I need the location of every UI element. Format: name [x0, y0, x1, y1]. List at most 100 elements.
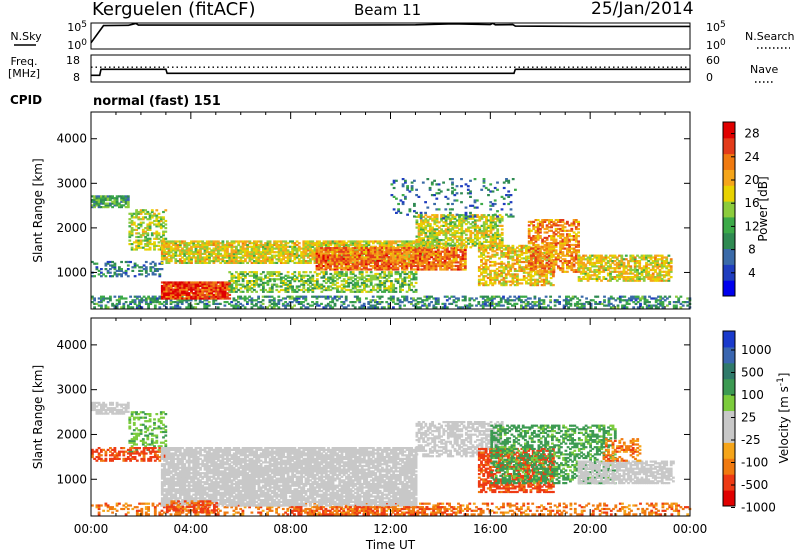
range-cell	[387, 302, 391, 305]
range-cell	[165, 302, 168, 305]
range-cell	[299, 295, 303, 298]
range-cell	[244, 243, 247, 247]
range-cell	[187, 302, 191, 305]
range-cell	[140, 273, 144, 276]
range-cell	[217, 256, 220, 259]
range-cell	[277, 252, 281, 255]
range-cell	[596, 295, 600, 298]
range-cell	[500, 228, 504, 231]
range-cell	[281, 297, 285, 300]
range-cell	[257, 249, 261, 252]
range-cell	[174, 260, 178, 263]
range-cell	[109, 275, 112, 278]
range-cell	[113, 197, 117, 200]
range-cell	[205, 240, 209, 243]
range-cell	[235, 245, 238, 248]
range-cell	[562, 304, 566, 307]
range-cell	[639, 302, 642, 305]
range-cell	[333, 249, 337, 252]
range-cell	[291, 247, 294, 250]
range-cell	[208, 240, 211, 243]
range-cell	[196, 242, 200, 245]
range-cell	[199, 252, 202, 255]
range-cell	[452, 295, 456, 298]
range-cell	[192, 284, 196, 288]
range-cell	[113, 306, 117, 309]
range-cell	[140, 266, 144, 269]
range-cell	[148, 237, 152, 240]
range-cell	[281, 304, 285, 307]
range-cell	[347, 240, 351, 243]
range-cell	[277, 254, 281, 257]
range-cell	[329, 260, 333, 263]
range-cell	[185, 281, 189, 284]
range-cell	[106, 204, 110, 207]
range-cell	[155, 223, 159, 226]
range-cell	[344, 299, 348, 302]
range-cell	[208, 292, 211, 295]
range-cell	[181, 297, 184, 300]
range-cell	[416, 301, 420, 304]
range-cell	[333, 295, 337, 298]
range-cell	[174, 304, 177, 307]
range-cell	[212, 286, 216, 289]
range-cell	[475, 304, 478, 307]
range-cell	[290, 295, 294, 298]
range-cell	[187, 251, 191, 254]
range-cell	[293, 247, 297, 250]
range-cell	[120, 206, 123, 209]
range-cell	[151, 297, 155, 300]
range-cell	[153, 268, 157, 271]
range-cell	[113, 266, 117, 269]
range-cell	[172, 281, 175, 284]
range-cell	[315, 243, 319, 247]
range-cell	[414, 271, 418, 274]
range-cell	[666, 304, 669, 307]
range-cell	[311, 240, 315, 243]
range-cell	[401, 288, 404, 292]
range-cell	[148, 239, 152, 242]
range-cell	[223, 304, 227, 307]
range-cell	[172, 247, 175, 250]
range-cell	[445, 306, 449, 309]
range-cell	[102, 195, 105, 198]
range-cell	[237, 242, 241, 245]
range-cell	[93, 197, 96, 200]
range-cell	[185, 256, 189, 259]
range-cell	[226, 292, 229, 295]
range-cell	[194, 299, 198, 302]
range-cell	[226, 286, 229, 289]
range-cell	[558, 301, 561, 304]
range-cell	[113, 198, 117, 202]
range-cell	[342, 240, 346, 243]
range-cell	[228, 297, 232, 300]
range-cell	[141, 216, 145, 219]
range-cell	[533, 297, 537, 300]
range-cell	[270, 249, 274, 252]
range-cell	[128, 239, 132, 242]
range-cell	[262, 258, 265, 261]
range-cell	[282, 243, 285, 247]
range-cell	[185, 252, 189, 255]
range-cell	[520, 295, 523, 298]
range-cell	[146, 212, 150, 215]
range-cell	[192, 254, 196, 257]
range-cell	[151, 273, 155, 276]
range-cell	[178, 301, 182, 304]
range-cell	[374, 260, 378, 263]
range-cell	[214, 297, 218, 300]
range-cell	[160, 251, 164, 254]
range-cell	[137, 239, 141, 242]
range-cell	[326, 295, 330, 298]
range-cell	[657, 295, 660, 298]
range-cell	[333, 304, 337, 307]
range-cell	[571, 297, 575, 300]
range-cell	[91, 301, 94, 304]
range-cell	[380, 301, 384, 304]
range-cell	[299, 302, 303, 305]
range-cell	[120, 295, 123, 298]
range-cell	[201, 290, 205, 293]
range-cell	[347, 304, 350, 307]
range-cell	[565, 302, 568, 305]
range-cell	[219, 286, 223, 289]
